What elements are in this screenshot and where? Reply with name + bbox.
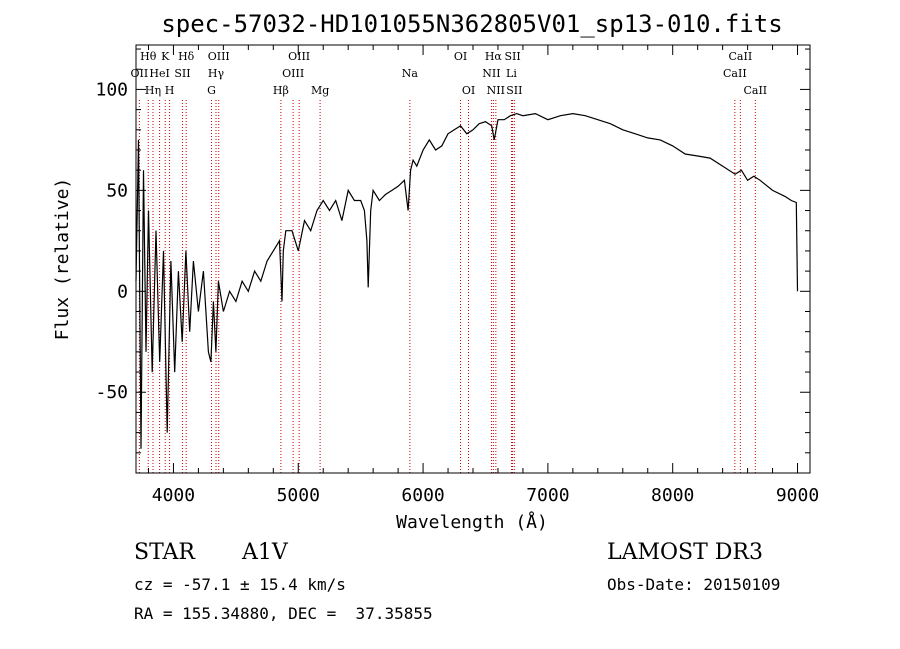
spectral-subclass: A1V <box>242 540 288 565</box>
line-label-7: Hδ <box>178 50 195 63</box>
line-label-24: CaII <box>729 50 753 63</box>
line-label-26: CaII <box>743 84 767 97</box>
line-label-19: NII <box>482 67 500 80</box>
line-label-25: CaII <box>723 67 747 80</box>
x-tick-label-1: 5000 <box>277 485 320 506</box>
x-tick-label-3: 7000 <box>526 485 569 506</box>
line-label-17: OI <box>462 84 475 97</box>
x-tick-label-2: 6000 <box>401 485 444 506</box>
y-tick-label-1: 0 <box>117 281 128 302</box>
line-label-0: Hθ <box>140 50 157 63</box>
line-label-16: OI <box>454 50 467 63</box>
spectral-line-markers: Hθ OII Hη K H HeI SII Hδ OIII Hγ G Hβ OIII OIII Mg Na OI… <box>131 50 767 473</box>
x-tick-label-5: 9000 <box>776 485 819 506</box>
line-label-8: OIII <box>208 50 230 63</box>
y-axis-ticks: -50 0 50 100 <box>95 48 810 454</box>
redshift-velocity: cz = -57.1 ± 15.4 km/s <box>134 575 346 594</box>
x-tick-label-0: 4000 <box>152 485 195 506</box>
chart-title: spec-57032-HD101055N362805V01_sp13-010.f… <box>161 10 782 38</box>
object-class: STAR <box>134 540 195 565</box>
line-label-4: H <box>165 84 175 97</box>
line-label-21: SII <box>504 50 520 63</box>
line-label-1: OII <box>131 67 149 80</box>
plot-frame <box>135 44 811 474</box>
observation-date: Obs-Date: 20150109 <box>607 575 781 594</box>
line-label-5: HeI <box>149 67 169 80</box>
x-axis-label: Wavelength (Å) <box>396 511 548 533</box>
spectrum-line <box>135 112 799 449</box>
y-tick-label-0: -50 <box>95 382 128 403</box>
line-label-23: SII <box>506 84 522 97</box>
y-tick-label-2: 50 <box>106 180 128 201</box>
y-tick-label-3: 100 <box>95 79 128 100</box>
line-label-10: G <box>207 84 216 97</box>
survey-name: LAMOST DR3 <box>607 540 763 565</box>
x-axis-ticks: 4000 5000 6000 7000 8000 9000 <box>147 45 819 506</box>
line-label-18: Hα <box>485 50 503 63</box>
line-label-11: Hβ <box>273 84 289 97</box>
line-label-14: Mg <box>311 84 329 97</box>
line-label-20: NII <box>487 84 505 97</box>
line-label-22: Li <box>506 67 517 80</box>
y-axis-label: Flux (relative) <box>52 178 73 341</box>
line-label-9: Hγ <box>208 67 225 80</box>
line-label-3: K <box>161 50 170 63</box>
line-label-6: SII <box>174 67 190 80</box>
line-label-12: OIII <box>288 50 310 63</box>
coordinates: RA = 155.34880, DEC = 37.35855 <box>134 604 433 623</box>
line-label-15: Na <box>402 67 419 80</box>
line-label-13: OIII <box>282 67 304 80</box>
line-label-2: Hη <box>145 84 161 97</box>
x-tick-label-4: 8000 <box>651 485 694 506</box>
